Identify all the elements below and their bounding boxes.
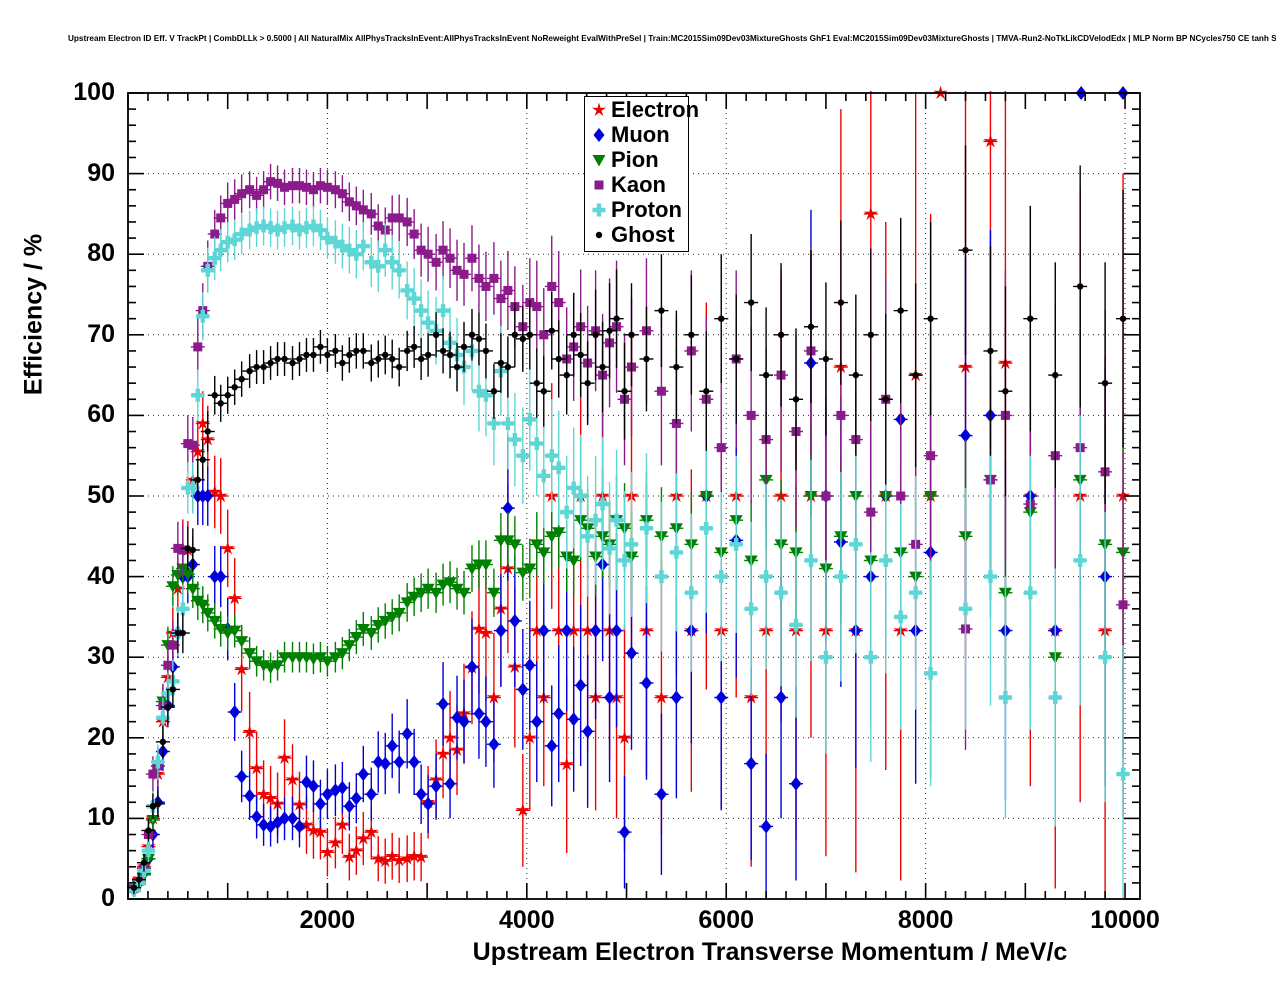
x-tick-label: 8000 (897, 906, 954, 934)
y-tick-label: 50 (87, 481, 115, 509)
legend-item-muon[interactable]: Muon (585, 122, 688, 147)
x-tick-label: 6000 (698, 906, 755, 934)
x-tick-label: 4000 (499, 906, 555, 934)
red-star-marker-icon (588, 99, 610, 121)
legend: Electron Muon Pion Kaon Proton Ghost (584, 96, 699, 252)
legend-item-kaon[interactable]: Kaon (585, 172, 688, 197)
y-tick-label: 90 (87, 158, 115, 187)
purple-square-marker-icon (588, 174, 610, 196)
plot-title: Upstream Electron ID Eff. V TrackPt | Co… (68, 34, 1276, 43)
legend-label: Pion (611, 146, 659, 172)
y-tick-label: 100 (73, 78, 115, 106)
green-triangle-marker-icon (588, 149, 610, 171)
legend-item-proton[interactable]: Proton (585, 197, 688, 222)
y-tick-label: 70 (87, 319, 115, 348)
cyan-cross-marker-icon (588, 199, 610, 221)
legend-label: Proton (611, 196, 682, 222)
y-tick-label: 80 (87, 239, 115, 268)
x-tick-label: 10000 (1090, 906, 1160, 934)
legend-label: Electron (611, 96, 700, 122)
y-tick-label: 0 (101, 884, 115, 912)
legend-item-ghost[interactable]: Ghost (585, 222, 688, 247)
y-tick-label: 40 (87, 561, 115, 590)
axis-frame (127, 92, 1141, 900)
y-tick-label: 20 (87, 722, 115, 751)
y-tick-label: 10 (87, 803, 115, 832)
legend-item-electron[interactable]: Electron (585, 97, 699, 122)
y-tick-label: 60 (87, 400, 115, 429)
y-tick-label: 30 (87, 642, 115, 671)
x-axis-title: Upstream Electron Transverse Momentum / … (472, 938, 1068, 966)
legend-item-pion[interactable]: Pion (585, 147, 688, 172)
series-ghost (126, 145, 1131, 895)
legend-label: Ghost (611, 221, 675, 247)
legend-label: Kaon (611, 171, 666, 197)
x-tick-label: 2000 (299, 906, 356, 934)
blue-diamond-marker-icon (588, 124, 610, 146)
legend-label: Muon (611, 121, 670, 147)
black-dot-marker-icon (588, 224, 610, 246)
